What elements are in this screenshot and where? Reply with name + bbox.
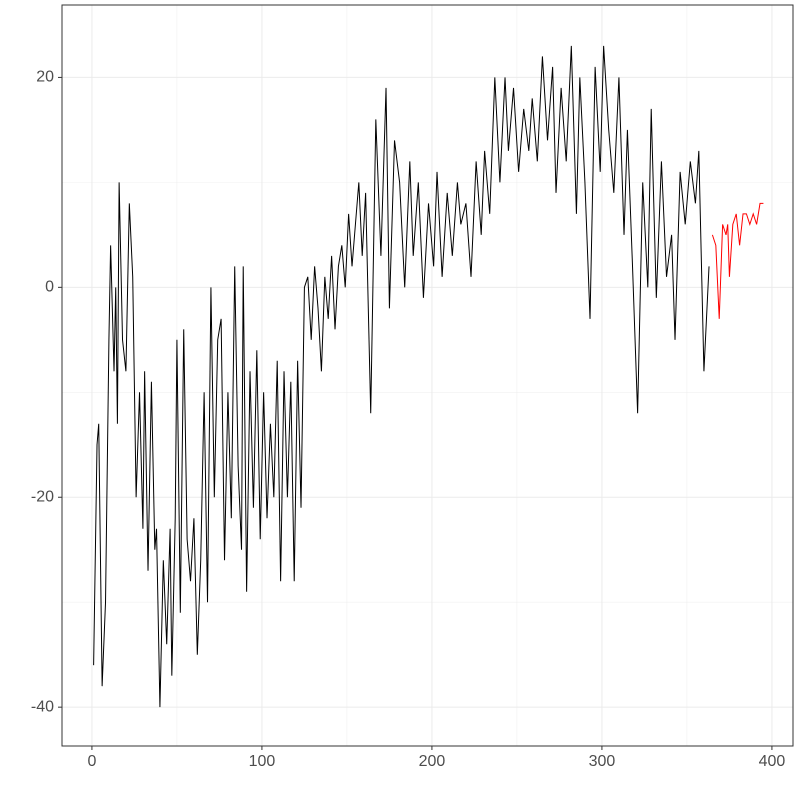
plot-border — [61, 4, 794, 747]
y-tick-label: -40 — [31, 698, 54, 715]
y-tick-label: 0 — [45, 279, 54, 296]
x-tick-label: 200 — [419, 753, 446, 770]
x-tick-label: 300 — [589, 753, 616, 770]
x-tick-label: 100 — [249, 753, 276, 770]
plot-background — [62, 5, 793, 746]
x-tick-label: 0 — [87, 753, 96, 770]
y-tick-label: -20 — [31, 488, 54, 505]
x-tick-label: 400 — [759, 753, 786, 770]
data-line — [93, 45, 710, 708]
data-line — [711, 202, 764, 319]
y-tick-label: 20 — [36, 69, 54, 86]
